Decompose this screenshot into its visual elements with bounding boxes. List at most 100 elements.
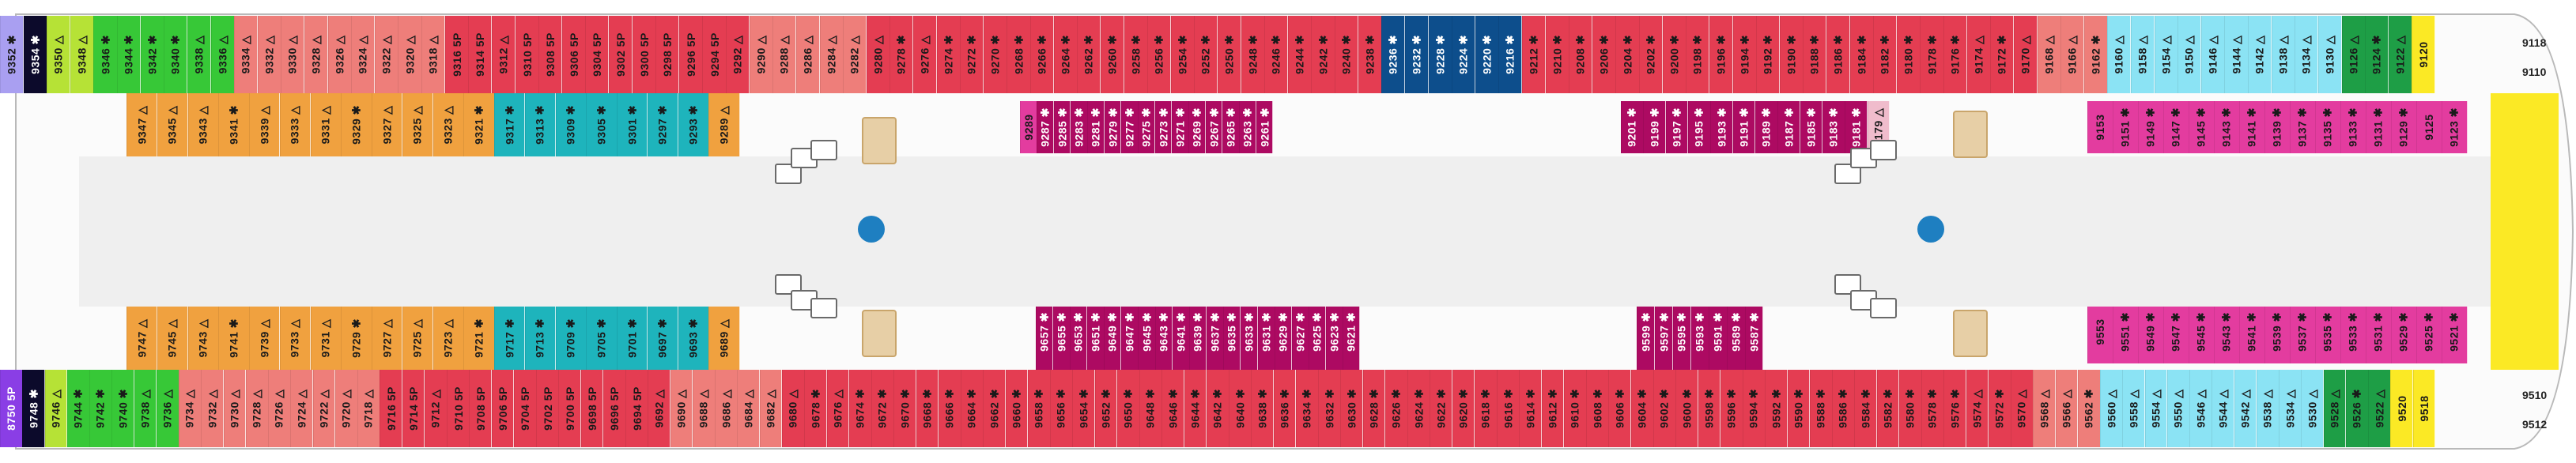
cabin-9196[interactable]: 9196 ✱ — [1709, 16, 1734, 93]
cabin-9151[interactable]: 9151 ✱ — [2113, 101, 2139, 153]
cabin-9680[interactable]: 9680 △ — [781, 370, 805, 447]
cabin-9191[interactable]: 9191 ✱ — [1732, 101, 1756, 153]
cabin-9709[interactable]: 9709 ✱ — [555, 307, 587, 370]
cabin-9276[interactable]: 9276 △ — [913, 16, 938, 93]
cabin-9586[interactable]: 9586 ✱ — [1832, 370, 1855, 447]
cabin-9533[interactable]: 9533 ✱ — [2340, 300, 2366, 363]
cabin-9643[interactable]: 9643 ✱ — [1155, 294, 1173, 370]
cabin-9329[interactable]: 9329 ✱ — [341, 93, 372, 156]
cabin-9146[interactable]: 9146 △ — [2200, 16, 2225, 93]
cabin-9204[interactable]: 9204 ✱ — [1615, 16, 1640, 93]
cabin-9723[interactable]: 9723 △ — [432, 307, 464, 370]
cabin-9568[interactable]: 9568 △ — [2033, 370, 2057, 447]
cabin-9602[interactable]: 9602 ✱ — [1653, 370, 1676, 447]
cabin-9542[interactable]: 9542 △ — [2234, 370, 2257, 447]
cabin-9294[interactable]: 9294 5P — [702, 16, 727, 93]
cabin-9655[interactable]: 9655 ✱ — [1052, 294, 1071, 370]
cabin-9648[interactable]: 9648 ✱ — [1139, 370, 1162, 447]
cabin-9747[interactable]: 9747 △ — [127, 307, 158, 370]
cabin-9172[interactable]: 9172 ✱ — [1990, 16, 2015, 93]
cabin-9562[interactable]: 9562 ✱ — [2077, 370, 2101, 447]
cabin-9522[interactable]: 9522 △ — [2368, 370, 2391, 447]
cabin-9135[interactable]: 9135 ✱ — [2315, 101, 2341, 153]
cabin-9306[interactable]: 9306 5P — [561, 16, 586, 93]
cabin-9726[interactable]: 9726 △ — [268, 370, 291, 447]
cabin-9322[interactable]: 9322 △ — [374, 16, 398, 93]
cabin-9328[interactable]: 9328 △ — [304, 16, 329, 93]
cabin-9347[interactable]: 9347 △ — [127, 93, 158, 156]
cabin-9622[interactable]: 9622 ✱ — [1430, 370, 1453, 447]
cabin-9170[interactable]: 9170 △ — [2013, 16, 2038, 93]
cabin-9289[interactable]: 9289 — [1020, 101, 1037, 153]
cabin-9120[interactable]: 9120 — [2412, 16, 2436, 93]
cabin-9598[interactable]: 9598 ✱ — [1698, 370, 1721, 447]
cabin-9666[interactable]: 9666 ✱ — [938, 370, 961, 447]
cabin-9330[interactable]: 9330 △ — [281, 16, 305, 93]
cabin-9142[interactable]: 9142 △ — [2248, 16, 2272, 93]
cabin-9635[interactable]: 9635 ✱ — [1223, 294, 1241, 370]
cabin-9645[interactable]: 9645 ✱ — [1138, 294, 1156, 370]
cabin-9320[interactable]: 9320 △ — [398, 16, 422, 93]
cabin-9626[interactable]: 9626 ✱ — [1384, 370, 1408, 447]
cabin-9529[interactable]: 9529 ✱ — [2391, 300, 2417, 363]
cabin-9343[interactable]: 9343 △ — [187, 93, 219, 156]
cabin-9123[interactable]: 9123 ✱ — [2442, 101, 2468, 153]
cabin-9272[interactable]: 9272 ✱ — [960, 16, 984, 93]
cabin-9122[interactable]: 9122 △ — [2388, 16, 2412, 93]
cabin-9708[interactable]: 9708 5P — [469, 370, 493, 447]
cabin-9678[interactable]: 9678 ✱ — [804, 370, 827, 447]
cabin-9637[interactable]: 9637 ✱ — [1206, 294, 1224, 370]
cabin-9283[interactable]: 9283 ✱ — [1071, 101, 1088, 153]
cabin-9304[interactable]: 9304 5P — [585, 16, 610, 93]
cabin-9131[interactable]: 9131 ✱ — [2366, 101, 2392, 153]
cabin-9333[interactable]: 9333 △ — [279, 93, 311, 156]
cabin-9186[interactable]: 9186 ✱ — [1826, 16, 1851, 93]
cabin-9718[interactable]: 9718 △ — [357, 370, 380, 447]
cabin-9286[interactable]: 9286 △ — [795, 16, 821, 93]
cabin-9553[interactable]: 9553 — [2087, 300, 2113, 363]
cabin-9194[interactable]: 9194 ✱ — [1732, 16, 1757, 93]
cabin-9545[interactable]: 9545 ✱ — [2189, 300, 2215, 363]
cabin-9528[interactable]: 9528 △ — [2323, 370, 2347, 447]
cabin-9630[interactable]: 9630 ✱ — [1340, 370, 1364, 447]
cabin-9274[interactable]: 9274 ✱ — [936, 16, 961, 93]
cabin-9210[interactable]: 9210 ✱ — [1545, 16, 1569, 93]
cabin-9631[interactable]: 9631 ✱ — [1257, 294, 1275, 370]
cabin-9183[interactable]: 9183 ✱ — [1822, 101, 1845, 153]
cabin-9280[interactable]: 9280 △ — [866, 16, 890, 93]
cabin-9270[interactable]: 9270 ✱ — [983, 16, 1007, 93]
cabin-9701[interactable]: 9701 ✱ — [617, 307, 648, 370]
cabin-9242[interactable]: 9242 ✱ — [1311, 16, 1335, 93]
cabin-9137[interactable]: 9137 ✱ — [2290, 101, 2316, 153]
cabin-9126[interactable]: 9126 △ — [2341, 16, 2366, 93]
cabin-9281[interactable]: 9281 ✱ — [1087, 101, 1105, 153]
cabin-9145[interactable]: 9145 ✱ — [2189, 101, 2215, 153]
cabin-9290[interactable]: 9290 △ — [749, 16, 773, 93]
cabin-9185[interactable]: 9185 ✱ — [1800, 101, 1823, 153]
cabin-9612[interactable]: 9612 ✱ — [1541, 370, 1565, 447]
cabin-9578[interactable]: 9578 ✱ — [1921, 370, 1944, 447]
cabin-9604[interactable]: 9604 ✱ — [1630, 370, 1654, 447]
cabin-9597[interactable]: 9597 ✱ — [1654, 294, 1674, 370]
cabin-9632[interactable]: 9632 ✱ — [1318, 370, 1341, 447]
elevator-icon[interactable] — [810, 298, 837, 318]
cabin-9686[interactable]: 9686 △ — [715, 370, 738, 447]
cabin-9658[interactable]: 9658 ✱ — [1027, 370, 1051, 447]
cabin-9138[interactable]: 9138 △ — [2271, 16, 2295, 93]
cabin-9738[interactable]: 9738 △ — [134, 370, 157, 447]
cabin-9162[interactable]: 9162 ✱ — [2083, 16, 2108, 93]
cabin-9182[interactable]: 9182 ✱ — [1873, 16, 1898, 93]
cabin-9570[interactable]: 9570 △ — [2011, 370, 2034, 447]
cabin-9332[interactable]: 9332 △ — [257, 16, 281, 93]
cabin-9297[interactable]: 9297 ✱ — [647, 93, 678, 156]
cabin-9288[interactable]: 9288 △ — [772, 16, 797, 93]
cabin-9531[interactable]: 9531 ✱ — [2366, 300, 2392, 363]
cabin-9510[interactable]: 9510 — [2522, 388, 2548, 401]
cabin-9224[interactable]: 9224 ✱ — [1452, 16, 1476, 93]
cabin-9717[interactable]: 9717 ✱ — [494, 307, 526, 370]
cabin-9550[interactable]: 9550 △ — [2166, 370, 2190, 447]
cabin-9650[interactable]: 9650 ✱ — [1116, 370, 1140, 447]
cabin-9316[interactable]: 9316 5P — [444, 16, 469, 93]
cabin-9729[interactable]: 9729 ✱ — [341, 307, 372, 370]
cabin-9149[interactable]: 9149 ✱ — [2138, 101, 2164, 153]
